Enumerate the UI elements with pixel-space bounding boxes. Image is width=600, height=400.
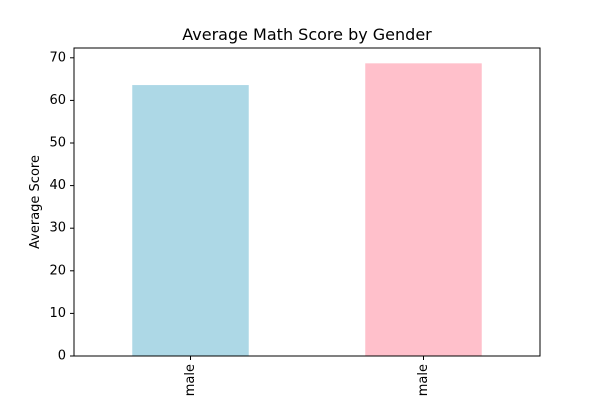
bar-0 <box>132 85 249 356</box>
y-tick-label-5: 50 <box>49 135 66 150</box>
y-axis-label: Average Score <box>28 155 43 249</box>
plot-frame <box>73 47 541 357</box>
y-tick-label-0: 0 <box>58 349 66 364</box>
y-axis: 0 10 20 30 40 50 60 70 <box>49 50 74 364</box>
y-tick-label-4: 40 <box>49 178 66 193</box>
y-tick-label-6: 60 <box>49 93 66 108</box>
y-tick-label-2: 20 <box>49 263 66 278</box>
bars-group <box>132 63 482 357</box>
x-axis: male male <box>183 356 431 396</box>
chart-title: Average Math Score by Gender <box>182 25 432 44</box>
x-tick-label-0: male <box>183 364 198 396</box>
y-tick-label-3: 30 <box>49 221 66 236</box>
y-tick-label-1: 10 <box>49 306 66 321</box>
y-tick-label-7: 70 <box>49 50 66 65</box>
bar-1 <box>365 63 482 357</box>
x-tick-label-1: male <box>416 364 431 396</box>
